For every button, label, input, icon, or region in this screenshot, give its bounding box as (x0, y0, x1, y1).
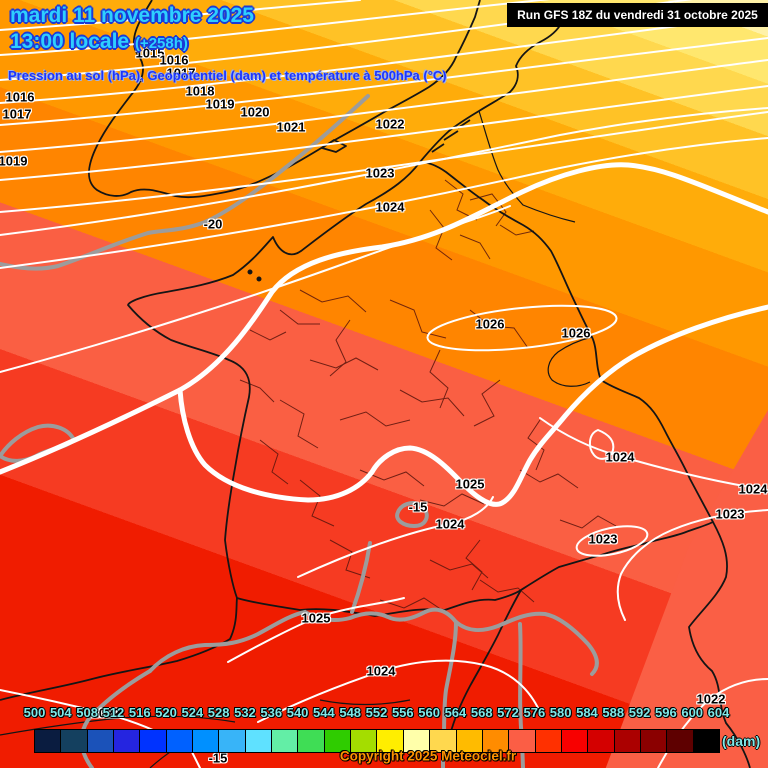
colorbar-cell (35, 730, 62, 752)
scale-tick: 548 (339, 705, 362, 720)
pressure-label: 1017 (166, 65, 196, 81)
pressure-label: 1015 (135, 45, 165, 61)
scale-tick: 576 (523, 705, 546, 720)
pressure-label: 1022 (91, 705, 121, 721)
colorbar-cell (61, 730, 88, 752)
geopotential-bold-lines (0, 162, 768, 507)
scale-tick: 536 (260, 705, 283, 720)
scale-tick: 500 (23, 705, 46, 720)
copyright-label: Copyright 2025 Meteociel.fr (339, 748, 517, 764)
pressure-label: 1026 (561, 325, 591, 341)
scale-tick: 528 (207, 705, 230, 720)
colorbar-cell (403, 730, 431, 752)
scale-tick: 560 (418, 705, 440, 720)
colorbar-cell (456, 730, 483, 752)
scale-tick: 584 (576, 705, 598, 720)
pressure-label: 1024 (375, 199, 405, 215)
scale-tick: 540 (286, 705, 309, 720)
pressure-label: 1024 (366, 663, 396, 679)
date-label: mardi 11 novembre 2025 (10, 4, 254, 27)
colorbar-cell (87, 730, 115, 752)
colorbar-cell (245, 730, 273, 752)
pressure-label: 1018 (185, 83, 215, 99)
pressure-label: 1023 (588, 531, 618, 547)
colorbar-cell (430, 730, 457, 752)
run-info-text: Run GFS 18Z du vendredi 31 octobre 2025 (517, 8, 758, 22)
scale-tick: 604 (707, 705, 730, 720)
colorbar-cell (509, 730, 536, 752)
scale-tick: 596 (655, 705, 677, 720)
colorbar-cell (377, 730, 404, 752)
colorbar (34, 729, 720, 753)
pressure-label: 1024 (435, 516, 465, 532)
pressure-label: 1022 (696, 691, 726, 707)
local-time: 13:00 locale (10, 30, 130, 53)
scale-tick: 580 (549, 705, 572, 720)
scale-tick: 520 (155, 705, 177, 720)
coastlines (0, 0, 751, 768)
pressure-label: 1022 (375, 116, 405, 132)
pressure-label: 1021 (276, 119, 306, 135)
colorbar-cell (482, 730, 510, 752)
scale-tick: 600 (681, 705, 704, 720)
colorbar-cell (614, 730, 641, 752)
colorbar-cell (298, 730, 325, 752)
pressure-label: 1025 (301, 610, 331, 626)
scale-tick: 572 (497, 705, 519, 720)
colorbar-cell (667, 730, 694, 752)
pressure-label: 1017 (2, 106, 32, 122)
time-label: 13:00 locale (+258h) (10, 31, 188, 52)
colorbar-cell (640, 730, 668, 752)
colorbar-cell (561, 730, 589, 752)
pressure-label: 1023 (365, 165, 395, 181)
scale-tick: 524 (181, 705, 204, 720)
colorbar-cell (351, 730, 378, 752)
colorbar-cell (693, 730, 719, 752)
colorbar-cell (272, 730, 299, 752)
pressure-label: 1024 (738, 481, 768, 497)
pressure-label: 1016 (5, 89, 35, 105)
pressure-label: 1023 (715, 506, 745, 522)
scale-tick: 564 (444, 705, 467, 720)
department-borders (239, 179, 617, 611)
pressure-label: 1019 (0, 153, 28, 169)
scale-tick: 552 (365, 705, 388, 720)
pressure-label: 1020 (240, 104, 270, 120)
run-info-box: Run GFS 18Z du vendredi 31 octobre 2025 (507, 3, 768, 27)
scale-unit-label: (dam) (722, 733, 761, 749)
colorbar-cell (324, 730, 352, 752)
pressure-label: 1025 (455, 476, 485, 492)
scale-tick: 592 (628, 705, 651, 720)
colorbar-cell (114, 730, 141, 752)
scale-tick: 544 (313, 705, 335, 720)
scale-tick: 512 (102, 705, 125, 720)
scale-tick: 516 (128, 705, 151, 720)
colorbar-cell (140, 730, 167, 752)
map-subtitle: Pression au sol (hPa), Geopotentiel (dam… (8, 68, 447, 83)
pressure-label: 1019 (205, 96, 235, 112)
scale-tick: 556 (391, 705, 414, 720)
scale-tick: 588 (602, 705, 625, 720)
colorbar-cell (166, 730, 194, 752)
pressure-label: 1026 (475, 316, 505, 332)
pressure-label: 1024 (605, 449, 635, 465)
scale-tick: 532 (234, 705, 256, 720)
scale-tick: 568 (470, 705, 493, 720)
colorbar-cell (588, 730, 615, 752)
colorbar-cell (219, 730, 246, 752)
pressure-label: 1016 (159, 52, 189, 68)
scale-tick: 504 (49, 705, 72, 720)
scale-tick: 508 (76, 705, 98, 720)
isotherm-label: -15 (208, 750, 228, 766)
isotherm-label: -20 (203, 216, 223, 232)
colorbar-cell (193, 730, 220, 752)
colorbar-cell (535, 730, 562, 752)
forecast-offset: (+258h) (134, 35, 188, 52)
isotherm-label: -15 (408, 499, 428, 515)
